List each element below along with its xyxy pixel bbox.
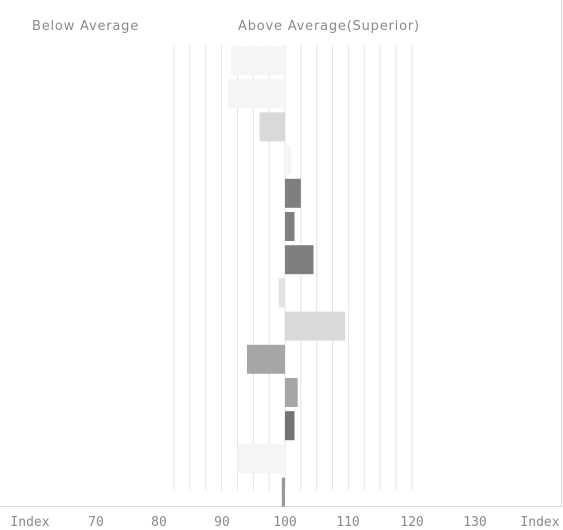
chart-border <box>0 0 562 507</box>
x-tick-label: 100 <box>273 515 296 530</box>
x-tick-label: Index <box>520 515 559 530</box>
x-tick-label: 80 <box>151 515 167 530</box>
bar <box>278 278 285 308</box>
bar <box>231 46 285 75</box>
bar <box>281 477 285 507</box>
x-tick-label: 90 <box>214 515 230 530</box>
x-tick-label: 120 <box>400 515 423 530</box>
bar <box>285 212 295 241</box>
bars <box>227 46 346 507</box>
bar <box>227 79 285 109</box>
bar <box>285 378 298 407</box>
bar <box>285 411 295 441</box>
bar <box>285 178 301 208</box>
x-tick-label: Index <box>10 515 49 530</box>
bar <box>246 344 285 374</box>
below-average-label: Below Average <box>32 19 140 34</box>
bar <box>259 112 285 142</box>
x-tick-label: 110 <box>336 515 359 530</box>
bar <box>285 311 346 341</box>
x-tick-label: 70 <box>88 515 104 530</box>
above-average-label: Above Average(Superior) <box>238 19 420 34</box>
x-axis-ticks: Index 70 80 90 100 110 120 130 Index <box>10 515 559 530</box>
bar <box>285 245 314 275</box>
bar <box>237 444 285 474</box>
bar <box>285 145 292 175</box>
x-tick-label: 130 <box>463 515 486 530</box>
